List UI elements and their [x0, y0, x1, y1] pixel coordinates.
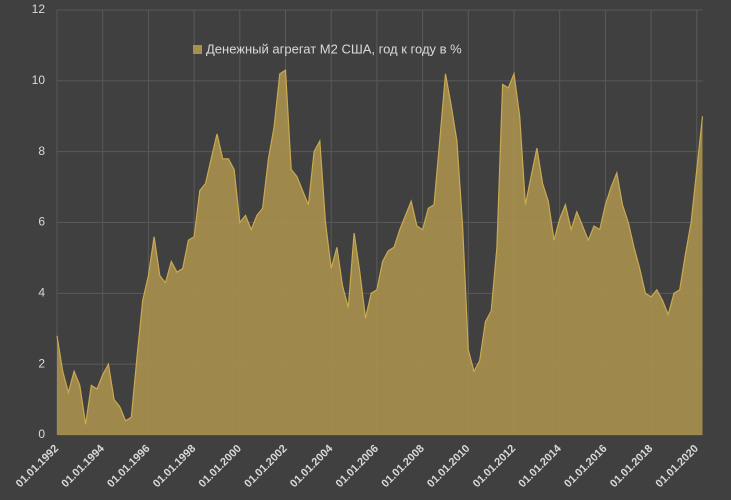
- x-tick-label: 01.01.2014: [516, 442, 564, 490]
- x-tick-label: 01.01.1996: [105, 443, 152, 490]
- x-tick-label: 01.01.2004: [288, 442, 336, 490]
- y-tick-label: 8: [38, 144, 45, 158]
- y-tick-label: 2: [38, 356, 45, 370]
- y-tick-label: 6: [38, 215, 45, 229]
- x-tick-label: 01.01.2016: [562, 443, 609, 490]
- x-tick-label: 01.01.2010: [425, 443, 472, 490]
- area: [57, 70, 703, 435]
- area-line: [56, 69, 704, 425]
- y-tick-label: 4: [38, 286, 45, 300]
- legend-swatch: [193, 45, 202, 54]
- x-tick-label: 01.01.2000: [197, 443, 244, 490]
- x-tick-label: 01.01.2006: [334, 443, 381, 490]
- x-tick-label: 01.01.2018: [608, 443, 655, 490]
- y-tick-label: 0: [38, 427, 45, 441]
- x-tick-label: 01.01.2008: [379, 443, 426, 490]
- x-tick-label: 01.01.1992: [14, 443, 61, 490]
- x-tick-label: 01.01.2020: [654, 443, 701, 490]
- x-tick-label: 01.01.1994: [59, 442, 107, 490]
- y-tick-label: 12: [32, 2, 46, 16]
- legend-label: Денежный агрегат M2 США, год к году в %: [206, 41, 462, 56]
- x-tick-label: 01.01.2012: [471, 443, 518, 490]
- y-tick-label: 10: [32, 73, 46, 87]
- x-tick-label: 01.01.1998: [151, 443, 198, 490]
- x-tick-label: 01.01.2002: [242, 443, 289, 490]
